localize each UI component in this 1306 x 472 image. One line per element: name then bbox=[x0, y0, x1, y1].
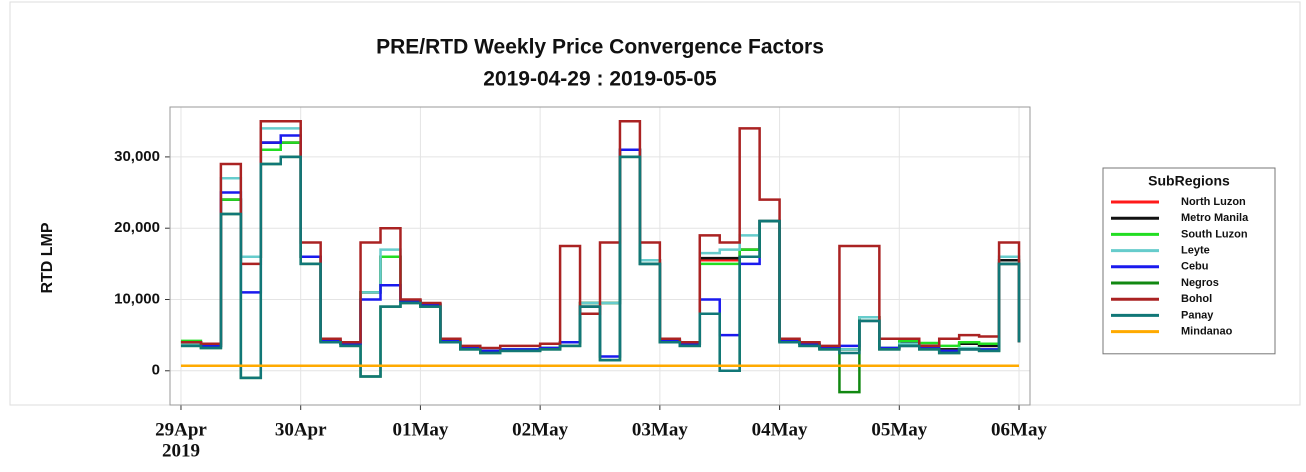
y-tick-label: 10,000 bbox=[114, 290, 160, 307]
legend-label: South Luzon bbox=[1181, 228, 1248, 240]
legend-label: North Luzon bbox=[1181, 196, 1246, 208]
series-line bbox=[180, 155, 1021, 380]
legend-box bbox=[1102, 167, 1276, 355]
y-axis-label: RTD LMP bbox=[39, 222, 56, 293]
legend-label: Bohol bbox=[1181, 293, 1212, 305]
chart-title: PRE/RTD Weekly Price Convergence Factors bbox=[376, 36, 824, 59]
chart-subtitle: 2019-04-29 : 2019-05-05 bbox=[483, 68, 717, 91]
x-year-label: 2019 bbox=[162, 440, 200, 461]
y-tick-label: 30,000 bbox=[114, 148, 160, 165]
legend-title: SubRegions bbox=[1148, 173, 1230, 189]
x-tick-label: 03May bbox=[632, 419, 688, 440]
x-tick-label: 05May bbox=[871, 419, 927, 440]
plot-area bbox=[169, 106, 1031, 406]
legend-label: Cebu bbox=[1181, 261, 1209, 273]
legend-label: Panay bbox=[1181, 309, 1214, 321]
x-tick-label: 01May bbox=[392, 419, 448, 440]
legend-label: Metro Manila bbox=[1181, 212, 1249, 224]
y-tick-label: 0 bbox=[152, 362, 160, 379]
legend-label: Leyte bbox=[1181, 245, 1210, 257]
x-tick-label: 04May bbox=[752, 419, 808, 440]
x-tick-label: 29Apr bbox=[155, 419, 207, 440]
legend-label: Negros bbox=[1181, 277, 1219, 289]
x-tick-label: 06May bbox=[991, 419, 1047, 440]
legend-label: Mindanao bbox=[1181, 326, 1233, 338]
x-tick-label: 30Apr bbox=[275, 419, 327, 440]
series-line bbox=[180, 120, 1021, 350]
x-tick-label: 02May bbox=[512, 419, 568, 440]
y-tick-label: 20,000 bbox=[114, 219, 160, 236]
